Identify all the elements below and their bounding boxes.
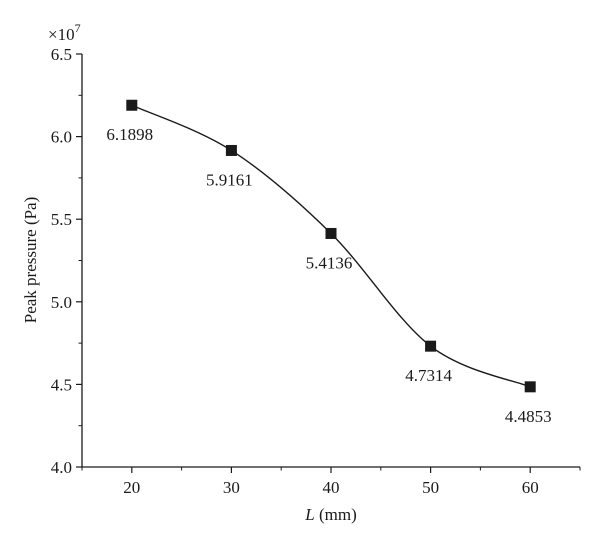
data-label: 6.1898 xyxy=(106,125,153,144)
y-tick-label: 4.0 xyxy=(51,458,72,477)
series-line xyxy=(131,104,531,388)
data-point-marker xyxy=(425,340,437,352)
x-tick-label: 20 xyxy=(123,478,140,497)
data-point-marker xyxy=(225,144,237,156)
x-axis-label-unit: (mm) xyxy=(315,505,357,524)
data-point-marker xyxy=(325,227,337,239)
x-tick-label: 60 xyxy=(522,478,539,497)
data-labels: 6.1898 5.9161 5.4136 4.7314 4.4853 xyxy=(106,125,551,426)
y-tick-label: 4.5 xyxy=(51,375,72,394)
tick-labels: 20 30 40 50 60 4.0 4.5 5.0 5.5 6.0 6.5 xyxy=(51,45,539,497)
data-label: 5.4136 xyxy=(306,253,353,272)
y-tick-label: 6.5 xyxy=(51,45,72,64)
x-tick-label: 50 xyxy=(422,478,439,497)
y-axis-label: Peak pressure (Pa) xyxy=(21,197,40,324)
data-markers xyxy=(126,99,536,393)
scale-factor-base: ×10 xyxy=(48,25,75,44)
data-label: 4.7314 xyxy=(405,366,452,385)
data-label: 4.4853 xyxy=(505,407,552,426)
scale-factor-exponent: 7 xyxy=(75,21,81,35)
y-tick-label: 5.5 xyxy=(51,210,72,229)
y-tick-label: 5.0 xyxy=(51,293,72,312)
x-axis-label: L (mm) xyxy=(304,505,357,524)
scale-factor-label: ×107 xyxy=(48,21,81,44)
data-point-marker xyxy=(524,381,536,393)
x-tick-label: 40 xyxy=(323,478,340,497)
x-tick-label: 30 xyxy=(223,478,240,497)
y-tick-label: 6.0 xyxy=(51,128,72,147)
data-label: 5.9161 xyxy=(206,170,253,189)
tick-marks xyxy=(76,53,581,473)
data-point-marker xyxy=(126,99,138,111)
x-axis-label-variable: L xyxy=(304,505,314,524)
